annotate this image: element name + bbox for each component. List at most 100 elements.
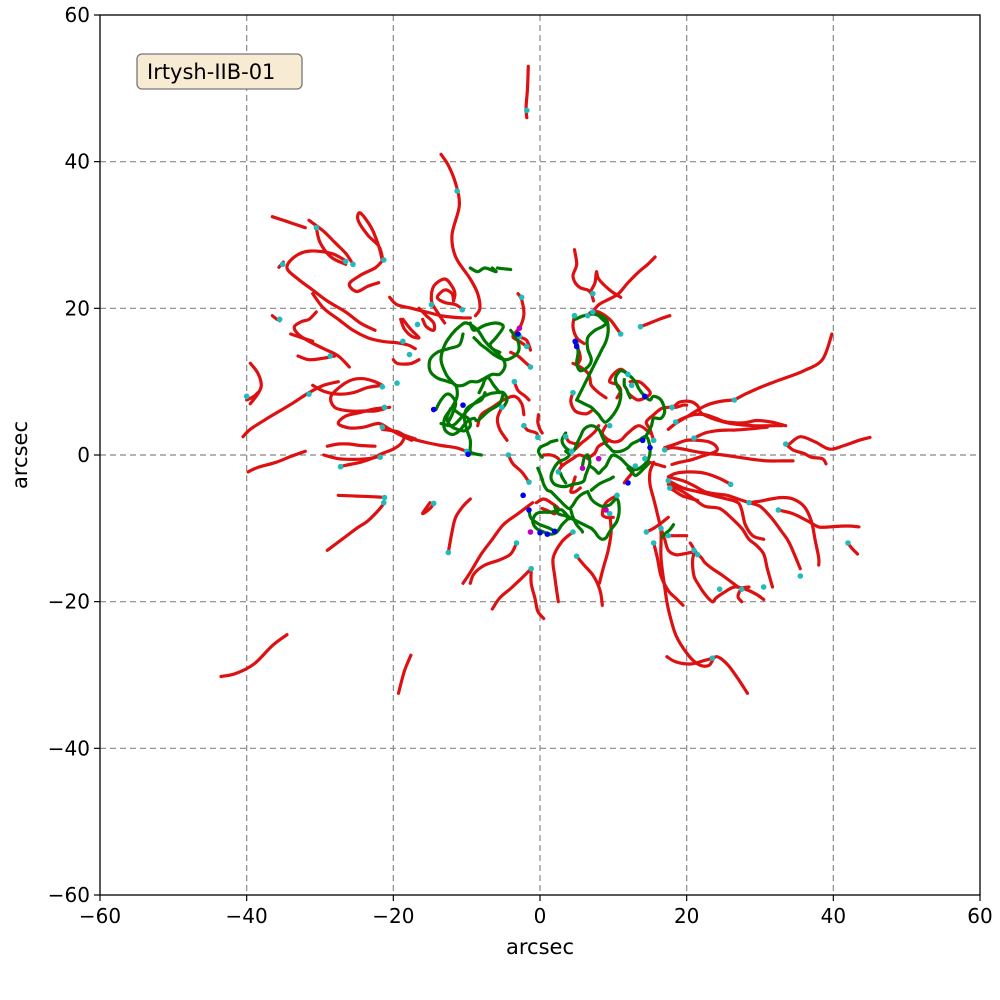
cyan-marker [499,404,505,411]
cyan-marker [691,435,697,441]
red-curve [736,585,751,604]
cyan-marker [279,261,286,268]
cyan-marker [511,378,518,385]
green-curve [477,376,502,395]
y-axis-label: arcsec [8,421,32,489]
grid [100,15,980,895]
x-axis-label: arcsec [506,935,574,959]
cyan-marker [709,655,716,661]
green-curve [553,504,571,521]
green-curve [626,462,651,478]
cyan-marker [606,510,613,517]
cyan-marker [350,261,356,268]
green-curve [660,523,676,539]
cyan-marker [381,499,387,506]
cyan-marker [381,494,388,501]
cyan-marker [584,312,591,319]
cyan-marker [526,479,532,485]
green-curve [586,490,621,541]
red-curve [784,442,828,466]
red-curve [668,486,700,503]
red-curve [476,394,526,428]
blue-marker [515,331,521,337]
cyan-marker [797,573,804,579]
blue-marker [639,437,646,444]
red-curve [509,350,533,369]
red-curve [311,383,384,396]
cyan-marker [667,485,673,491]
y-tick-label: −20 [48,590,90,614]
cyan-marker [428,301,435,308]
cyan-marker [658,525,664,532]
cyan-marker [400,338,406,345]
red-curve [417,306,437,332]
red-curve [314,226,348,266]
red-curve [307,218,355,266]
title-badge-box [136,53,303,90]
red-curve [246,449,307,474]
red-curve [787,435,872,451]
cyan-marker [606,422,613,429]
cyan-marker [406,351,413,358]
x-tick-label: −40 [226,904,268,928]
blue-marker [625,480,631,486]
cyan-marker [562,433,569,440]
red-curve [666,479,766,541]
red-curve [292,310,351,369]
red-curve [575,554,604,607]
cyan-marker [672,419,679,425]
cyan-marker [535,434,541,441]
green-curve [622,377,632,400]
red-curve [336,493,387,500]
blue-marker [647,444,653,451]
cyan-marker [650,437,657,444]
red-curve [396,653,413,695]
red-curve [285,249,377,332]
cyan-marker [573,553,580,559]
green-curve [434,392,458,424]
cyan-marker [524,343,530,350]
red-curve [356,211,384,263]
x-tick-label: 40 [821,904,846,928]
cyan-marker [276,316,283,323]
magenta-marker [527,529,534,535]
cyan-marker [445,549,452,556]
blue-marker [544,531,551,537]
magenta-marker [603,507,609,513]
blue-marker [526,507,532,513]
cyan-marker [738,586,745,592]
cyan-marker [625,371,631,378]
cyan-marker [524,107,530,114]
red-curve [536,413,544,435]
red-curve [241,380,340,439]
series-group [219,64,872,695]
cyan-marker [665,532,672,539]
x-tick-label: 60 [967,904,992,928]
red-curve [732,332,834,402]
cyan-marker [327,353,334,359]
red-curve [506,453,531,484]
cyan-marker [628,382,635,389]
cyan-marker [691,547,697,554]
chart-title: Irtysh-IIB-01 [147,60,275,84]
red-curve [347,259,384,294]
red-curve [571,314,586,346]
cyan-marker [313,224,320,231]
cyan-marker [568,448,575,455]
cyan-marker [513,540,520,546]
cyan-marker [669,404,675,411]
blue-marker [430,406,437,413]
green-curve [549,449,592,489]
red-curve [556,453,586,474]
red-curve [391,358,421,366]
green-curve [495,266,513,272]
red-curve [644,403,689,442]
cyan-marker [521,422,527,429]
cyan-marker [727,481,734,488]
red-curve [439,152,482,318]
blue-marker [642,393,648,400]
red-curve [692,548,740,589]
red-curve [747,495,821,567]
x-tick-label: 20 [674,904,699,928]
green-curve [536,438,559,459]
